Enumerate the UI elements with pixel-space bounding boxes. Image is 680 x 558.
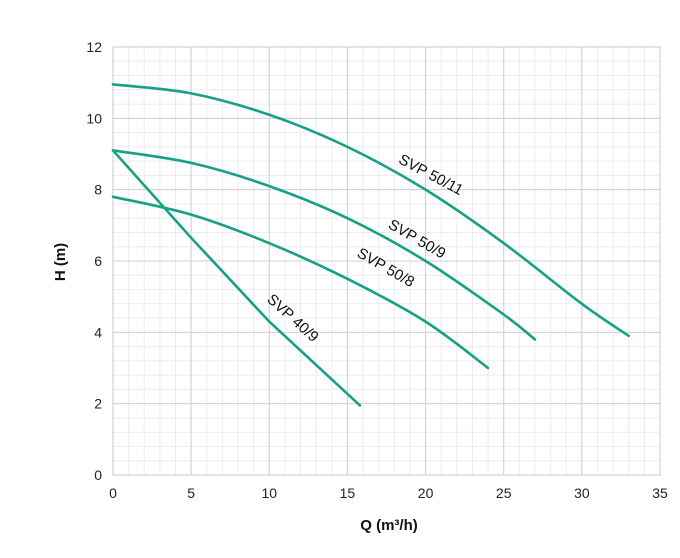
x-tick-labels: 0 5 10 15 20 25 30 35 [109, 485, 668, 501]
series-lines [111, 83, 631, 407]
y-tick-label: 4 [94, 324, 102, 340]
y-tick-label: 0 [94, 467, 102, 483]
y-tick-label: 12 [86, 39, 102, 55]
x-tick-label: 30 [574, 485, 590, 501]
x-axis-title: Q (m³/h) [360, 517, 418, 534]
plot-border [112, 46, 661, 476]
y-tick-label: 8 [94, 182, 102, 198]
y-tick-label: 6 [94, 253, 102, 269]
series-line-svp-50-11 [111, 83, 631, 338]
plot-frame [112, 46, 661, 476]
x-tick-label: 0 [109, 485, 117, 501]
x-tick-label: 25 [496, 485, 512, 501]
y-tick-labels: 0 2 4 6 8 10 12 [86, 39, 102, 483]
series-line-svp-50-9 [111, 149, 537, 341]
x-tick-label: 35 [652, 485, 668, 501]
series-line-svp-50-8 [111, 195, 490, 370]
series-line-svp-40-9 [111, 149, 362, 407]
x-tick-label: 20 [418, 485, 434, 501]
y-tick-label: 10 [86, 110, 102, 126]
x-tick-label: 10 [261, 485, 277, 501]
x-tick-label: 15 [340, 485, 356, 501]
x-tick-label: 5 [187, 485, 195, 501]
y-tick-label: 2 [94, 396, 102, 412]
y-axis-title: H (m) [52, 243, 69, 281]
